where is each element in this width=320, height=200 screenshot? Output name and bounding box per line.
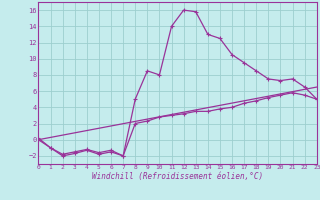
X-axis label: Windchill (Refroidissement éolien,°C): Windchill (Refroidissement éolien,°C) [92, 172, 263, 181]
